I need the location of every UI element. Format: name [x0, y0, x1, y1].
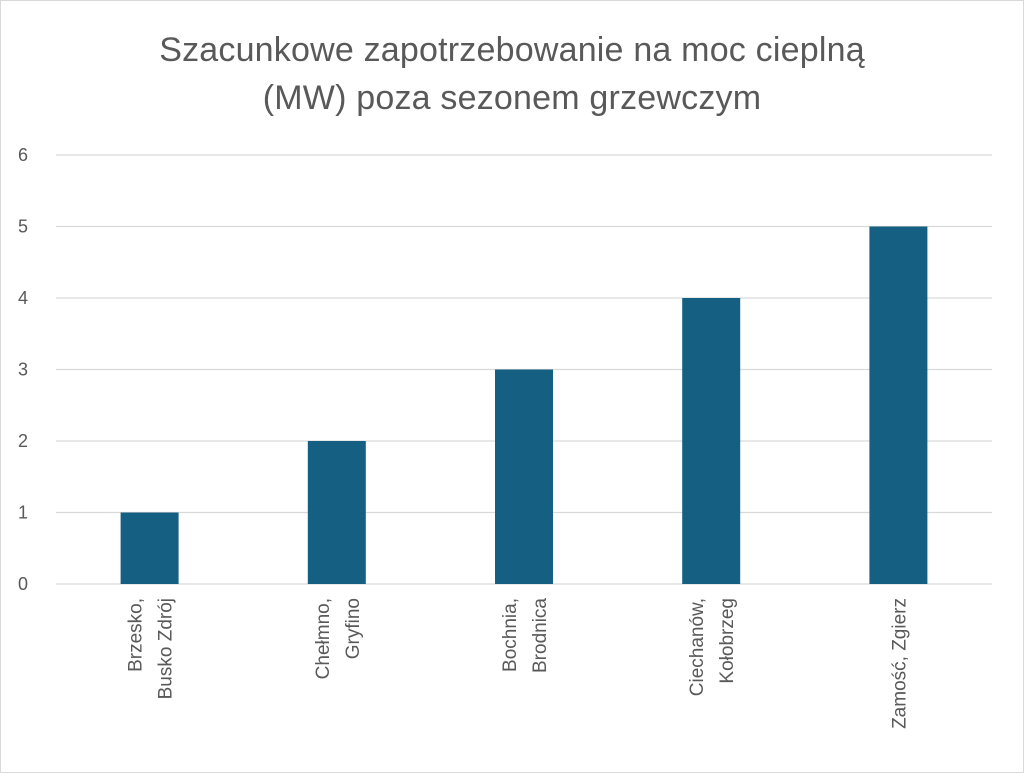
y-tick-label: 5 — [18, 217, 28, 237]
chart-title-line-2: (MW) poza sezonem grzewczym — [262, 79, 762, 117]
x-tick-label-line: Ciechanów, — [687, 598, 708, 696]
x-tick-label: Bochnia, Brodnica — [500, 598, 551, 673]
x-axis-ticks: Brzesko, Busko Zdrój Chełmno, Gryfino Bochni… — [126, 598, 911, 729]
y-tick-label: 0 — [18, 574, 28, 594]
y-axis-ticks: 0 1 2 3 4 5 6 — [18, 145, 28, 594]
chart-title: Szacunkowe zapotrzebowanie na moc ciepln… — [0, 26, 1024, 122]
y-tick-label: 4 — [18, 288, 28, 308]
x-tick-label-line: Busko Zdrój — [156, 598, 177, 699]
bar — [869, 226, 928, 584]
x-tick-label: Zamość, Zgierz — [889, 598, 910, 729]
x-tick-label-line: Brodnica — [530, 598, 551, 673]
x-tick-label: Brzesko, Busko Zdrój — [126, 598, 177, 699]
x-tick-label-line: Kołobrzeg — [717, 598, 738, 684]
bar — [120, 512, 179, 584]
y-tick-label: 2 — [18, 431, 28, 451]
bar — [682, 298, 741, 584]
x-tick-label-line: Chełmno, — [313, 598, 334, 679]
y-tick-label: 1 — [18, 503, 28, 523]
bar — [307, 441, 366, 584]
y-tick-label: 6 — [18, 145, 28, 165]
x-tick-label-line: Zamość, Zgierz — [889, 598, 910, 729]
x-tick-label-line: Brzesko, — [126, 598, 147, 672]
x-tick-label: Chełmno, Gryfino — [313, 598, 364, 679]
bar — [495, 369, 553, 584]
x-tick-label: Ciechanów, Kołobrzeg — [687, 598, 738, 696]
chart-title-line-1: Szacunkowe zapotrzebowanie na moc ciepln… — [159, 31, 865, 69]
x-tick-label-line: Gryfino — [343, 598, 364, 659]
x-tick-label-line: Bochnia, — [500, 598, 521, 672]
y-tick-label: 3 — [18, 360, 28, 380]
bars — [120, 226, 928, 584]
